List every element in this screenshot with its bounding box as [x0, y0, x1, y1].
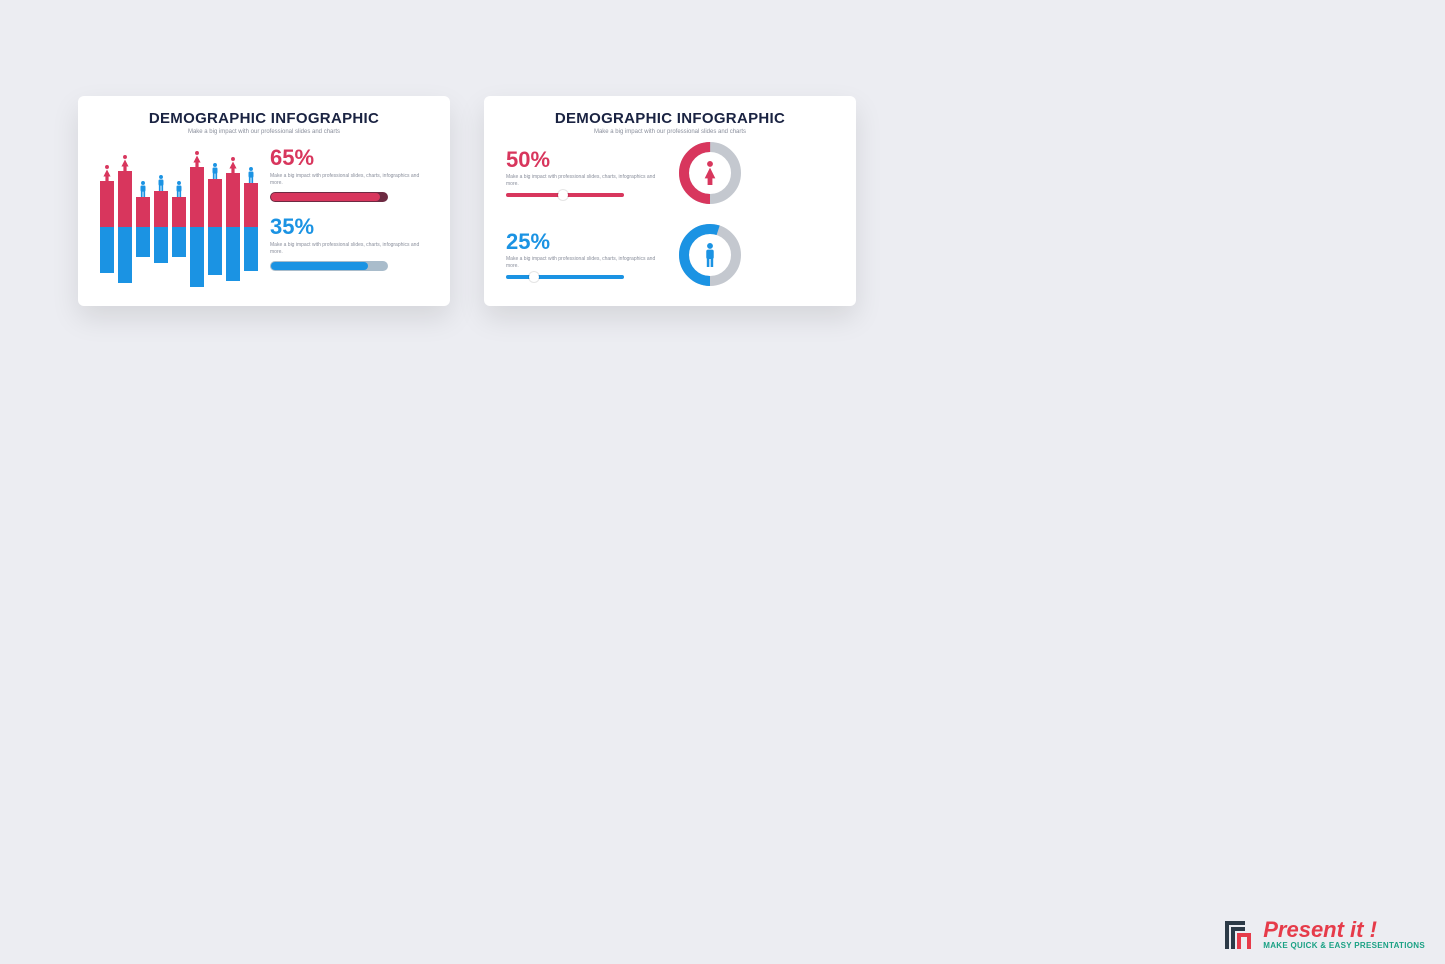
- stat-desc: Make a big impact with professional slid…: [506, 256, 656, 269]
- card-title: DEMOGRAPHIC INFOGRAPHIC: [100, 110, 428, 127]
- stat-female: 65% Make a big impact with professional …: [270, 147, 428, 202]
- brand-icon: [1225, 921, 1255, 949]
- stat-percent: 50%: [506, 149, 656, 171]
- male-icon: [702, 243, 718, 267]
- stat-slider: [506, 193, 624, 197]
- stat-percent: 25%: [506, 231, 656, 253]
- stat-percent: 65%: [270, 147, 428, 169]
- stat-slider: [270, 192, 388, 202]
- female-icon: [702, 161, 718, 185]
- stat-male: 35% Make a big impact with professional …: [270, 216, 428, 271]
- card-title: DEMOGRAPHIC INFOGRAPHIC: [506, 110, 834, 127]
- infographic-card-1[interactable]: DEMOGRAPHIC INFOGRAPHIC Make a big impac…: [78, 96, 450, 306]
- people-bar-chart: [100, 147, 260, 297]
- donut-chart-female: [678, 141, 742, 205]
- card-subtitle: Make a big impact with our professional …: [100, 129, 428, 135]
- stat-row-female: 50% Make a big impact with professional …: [506, 141, 834, 205]
- stat-percent: 35%: [270, 216, 428, 238]
- card-gallery: DEMOGRAPHIC INFOGRAPHIC Make a big impac…: [0, 0, 1445, 306]
- brand-name: Present it !: [1263, 919, 1425, 941]
- stat-desc: Make a big impact with professional slid…: [506, 174, 656, 187]
- stat-slider: [270, 261, 388, 271]
- brand-tagline: MAKE QUICK & EASY PRESENTATIONS: [1263, 941, 1425, 950]
- stat-desc: Make a big impact with professional slid…: [270, 242, 428, 255]
- infographic-card-2[interactable]: DEMOGRAPHIC INFOGRAPHIC Make a big impac…: [484, 96, 856, 306]
- stat-desc: Make a big impact with professional slid…: [270, 173, 428, 186]
- brand-logo: Present it ! MAKE QUICK & EASY PRESENTAT…: [1225, 919, 1425, 950]
- stat-slider: [506, 275, 624, 279]
- donut-chart-male: [678, 223, 742, 287]
- stat-row-male: 25% Make a big impact with professional …: [506, 223, 834, 287]
